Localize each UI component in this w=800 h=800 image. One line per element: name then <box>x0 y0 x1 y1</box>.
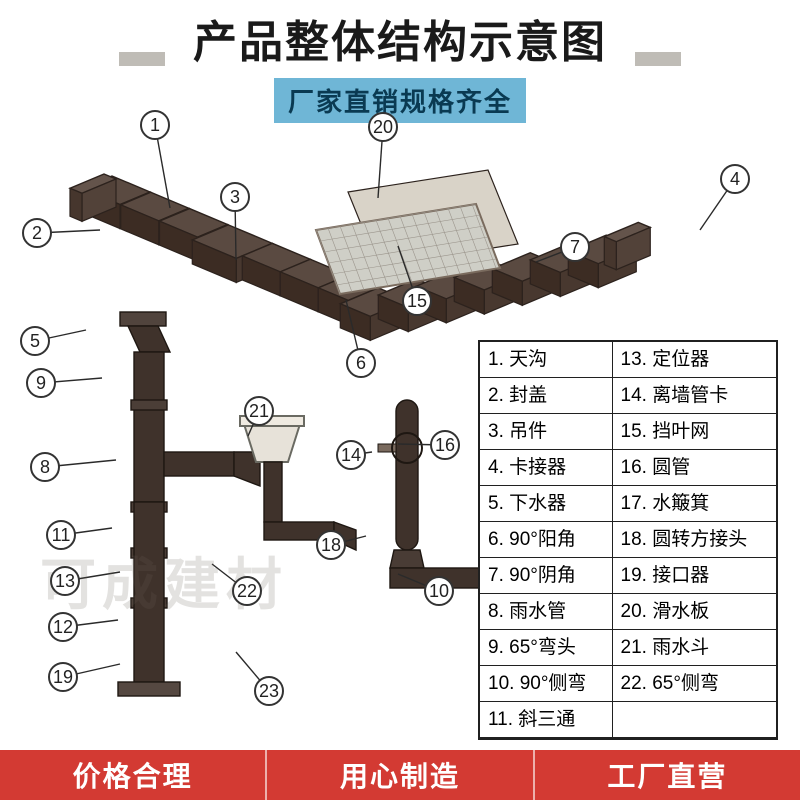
legend-table: 1. 天沟13. 定位器2. 封盖14. 离墙管卡3. 吊件15. 挡叶网4. … <box>478 340 778 740</box>
callout-9: 9 <box>26 368 56 398</box>
footer-cell-2: 工厂直营 <box>535 750 800 800</box>
legend-cell: 20. 滑水板 <box>612 593 776 629</box>
callout-4: 4 <box>720 164 750 194</box>
callout-19: 19 <box>48 662 78 692</box>
callout-18: 18 <box>316 530 346 560</box>
legend-cell: 10. 90°侧弯 <box>480 665 612 701</box>
legend-cell: 14. 离墙管卡 <box>612 377 776 413</box>
callout-5: 5 <box>20 326 50 356</box>
footer-bar: 价格合理用心制造工厂直营 <box>0 750 800 800</box>
legend-cell: 19. 接口器 <box>612 557 776 593</box>
footer-cell-0: 价格合理 <box>0 750 267 800</box>
callout-6: 6 <box>346 348 376 378</box>
legend-cell: 5. 下水器 <box>480 485 612 521</box>
title-block: 产品整体结构示意图 厂家直销规格齐全 <box>0 0 800 123</box>
legend-cell: 9. 65°弯头 <box>480 629 612 665</box>
legend-cell: 16. 圆管 <box>612 449 776 485</box>
callout-23: 23 <box>254 676 284 706</box>
callout-8: 8 <box>30 452 60 482</box>
legend-cell: 2. 封盖 <box>480 377 612 413</box>
callout-14: 14 <box>336 440 366 470</box>
legend-cell: 6. 90°阳角 <box>480 521 612 557</box>
legend-cell: 15. 挡叶网 <box>612 413 776 449</box>
callout-20: 20 <box>368 112 398 142</box>
legend-cell: 13. 定位器 <box>612 342 776 377</box>
legend-cell: 11. 斜三通 <box>480 701 612 737</box>
callout-13: 13 <box>50 566 80 596</box>
legend-cell: 7. 90°阴角 <box>480 557 612 593</box>
callout-15: 15 <box>402 286 432 316</box>
callout-3: 3 <box>220 182 250 212</box>
legend-cell: 1. 天沟 <box>480 342 612 377</box>
callout-1: 1 <box>140 110 170 140</box>
diagram-stage: 123456789101112131415161819202122231. 天沟… <box>0 100 800 730</box>
subtitle-badge: 厂家直销规格齐全 <box>274 78 526 123</box>
page-title: 产品整体结构示意图 <box>177 0 623 72</box>
legend-cell: 22. 65°侧弯 <box>612 665 776 701</box>
callout-11: 11 <box>46 520 76 550</box>
callout-2: 2 <box>22 218 52 248</box>
legend-cell: 8. 雨水管 <box>480 593 612 629</box>
legend-cell: 21. 雨水斗 <box>612 629 776 665</box>
legend-cell: 3. 吊件 <box>480 413 612 449</box>
callout-12: 12 <box>48 612 78 642</box>
legend-cell: 17. 水簸箕 <box>612 485 776 521</box>
legend-cell <box>612 701 776 737</box>
footer-cell-1: 用心制造 <box>267 750 534 800</box>
callout-10: 10 <box>424 576 454 606</box>
legend-cell: 4. 卡接器 <box>480 449 612 485</box>
callout-22: 22 <box>232 576 262 606</box>
callout-7: 7 <box>560 232 590 262</box>
callout-21: 21 <box>244 396 274 426</box>
callout-16: 16 <box>430 430 460 460</box>
legend-cell: 18. 圆转方接头 <box>612 521 776 557</box>
